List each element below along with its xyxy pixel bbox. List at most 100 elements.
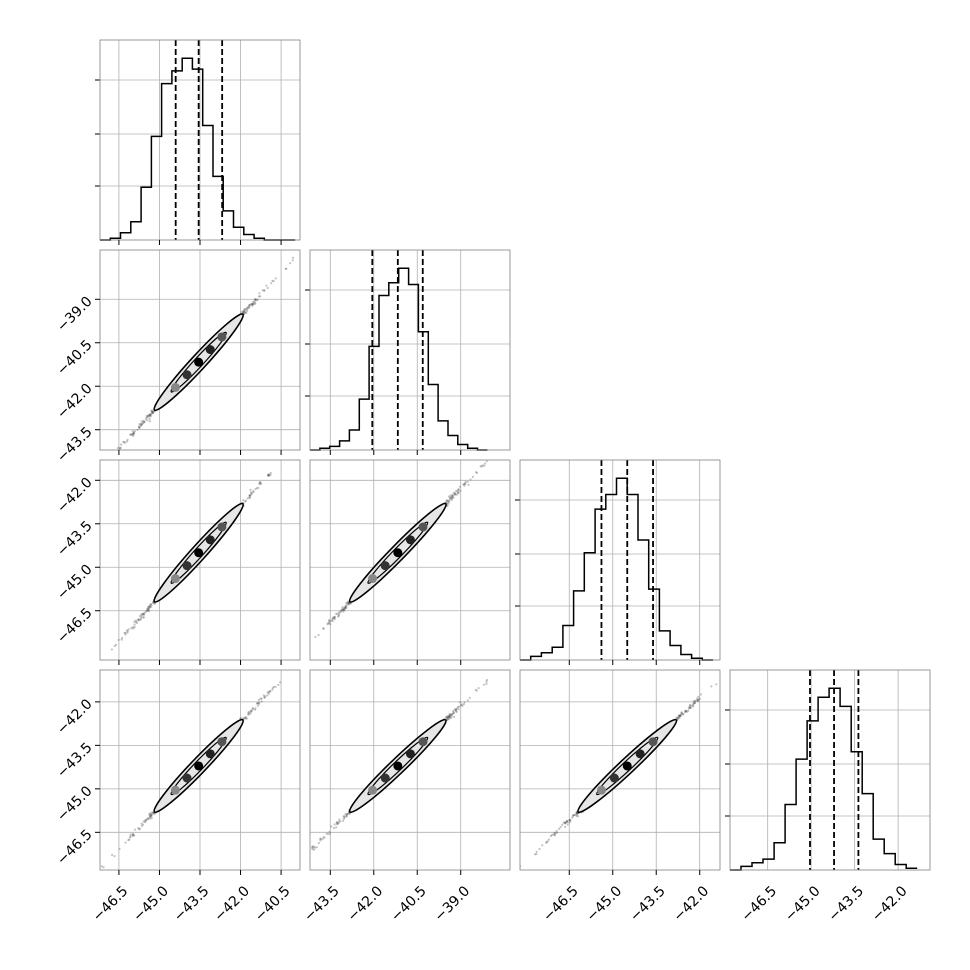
- scatter-point: [147, 414, 150, 417]
- scatter-point: [344, 607, 347, 610]
- scatter-point: [246, 306, 249, 309]
- scatter-point: [446, 715, 449, 718]
- scatter-point: [248, 305, 251, 308]
- scatter-point: [333, 617, 336, 620]
- scatter-point: [252, 302, 255, 306]
- scatter-point: [249, 491, 253, 494]
- scatter-point: [243, 308, 246, 311]
- scatter-point: [339, 609, 342, 612]
- scatter-point: [679, 714, 682, 717]
- scatter-point: [133, 430, 137, 433]
- scatter-point: [137, 618, 140, 621]
- scatter-point: [148, 415, 151, 418]
- scatter-point: [133, 834, 136, 837]
- scatter-point: [571, 814, 575, 817]
- density-blob: [182, 561, 192, 571]
- scatter-point: [242, 499, 245, 502]
- scatter-point: [469, 478, 472, 481]
- scatter-point: [250, 492, 253, 495]
- density-blob: [635, 749, 645, 759]
- scatter-point: [575, 812, 578, 816]
- scatter-point: [138, 827, 141, 830]
- scatter-point: [139, 615, 142, 618]
- scatter-point: [459, 485, 462, 488]
- scatter-point: [266, 694, 269, 697]
- scatter-point: [274, 685, 277, 689]
- scatter-point: [126, 631, 129, 634]
- scatter-point: [319, 839, 322, 842]
- scatter-point: [142, 419, 145, 422]
- scatter-point: [344, 604, 347, 608]
- scatter-point: [100, 865, 103, 868]
- scatter-point: [455, 493, 458, 496]
- scatter-point: [117, 638, 120, 642]
- scatter-point: [285, 267, 288, 270]
- scatter-point: [336, 822, 340, 825]
- scatter-point: [697, 699, 700, 702]
- y-tick-label: −40.5: [54, 337, 96, 379]
- scatter-point: [150, 409, 154, 412]
- scatter-point: [123, 632, 126, 635]
- scatter-point: [259, 481, 262, 484]
- scatter-point: [140, 616, 143, 619]
- scatter-point: [124, 631, 127, 634]
- scatter-point: [110, 648, 113, 651]
- scatter-point: [254, 298, 257, 301]
- scatter-point: [697, 695, 700, 698]
- scatter-point: [533, 853, 537, 856]
- scatter-point: [149, 817, 152, 820]
- scatter-point: [269, 473, 272, 477]
- scatter-point: [127, 839, 130, 842]
- scatter-point: [149, 413, 152, 416]
- scatter-point: [267, 473, 270, 476]
- scatter-point: [450, 713, 453, 716]
- scatter-point: [566, 820, 569, 824]
- scatter-point: [446, 716, 449, 719]
- scatter-point: [327, 622, 330, 625]
- scatter-point: [240, 311, 243, 314]
- scatter-point: [552, 833, 555, 836]
- scatter-point: [564, 825, 567, 829]
- scatter-point: [254, 708, 257, 711]
- scatter-point: [572, 814, 575, 818]
- scatter-point: [575, 811, 578, 815]
- scatter-point: [327, 622, 331, 625]
- scatter-point: [323, 836, 326, 839]
- scatter-point: [251, 302, 254, 305]
- scatter-point: [127, 628, 130, 631]
- x-tick-label: −46.5: [540, 883, 582, 925]
- x-tick-label: −43.5: [825, 883, 867, 925]
- panel-frame: [729, 669, 931, 871]
- density-blob: [205, 535, 215, 545]
- x-tick-label: −43.5: [301, 883, 343, 925]
- scatter-point: [242, 310, 245, 313]
- scatter-point: [452, 711, 455, 714]
- scatter-point: [462, 703, 465, 706]
- scatter-point: [146, 419, 149, 422]
- scatter-point: [684, 710, 687, 713]
- density-blob: [368, 574, 378, 584]
- x-tick-label: −40.5: [388, 883, 430, 925]
- scatter-point: [677, 714, 680, 717]
- scatter-point: [729, 668, 731, 670]
- y-tick-label: −46.5: [54, 827, 96, 869]
- scatter-point: [132, 625, 135, 629]
- x-tick-label: −46.5: [90, 883, 132, 925]
- scatter-point: [142, 820, 145, 823]
- scatter-point: [266, 691, 269, 694]
- scatter-point: [150, 814, 153, 818]
- scatter-point: [140, 423, 143, 426]
- scatter-point: [464, 482, 467, 485]
- scatter-point: [338, 611, 341, 614]
- scatter-point: [447, 495, 451, 498]
- scatter-point: [319, 837, 322, 840]
- scatter-point: [452, 491, 455, 494]
- scatter-point: [676, 716, 679, 719]
- density-blob: [205, 749, 215, 759]
- scatter-point: [244, 717, 247, 720]
- histogram-panel-2: [515, 459, 721, 665]
- scatter-point: [454, 493, 457, 496]
- scatter-point: [448, 715, 451, 718]
- scatter-point: [448, 714, 451, 717]
- scatter-point: [145, 416, 148, 419]
